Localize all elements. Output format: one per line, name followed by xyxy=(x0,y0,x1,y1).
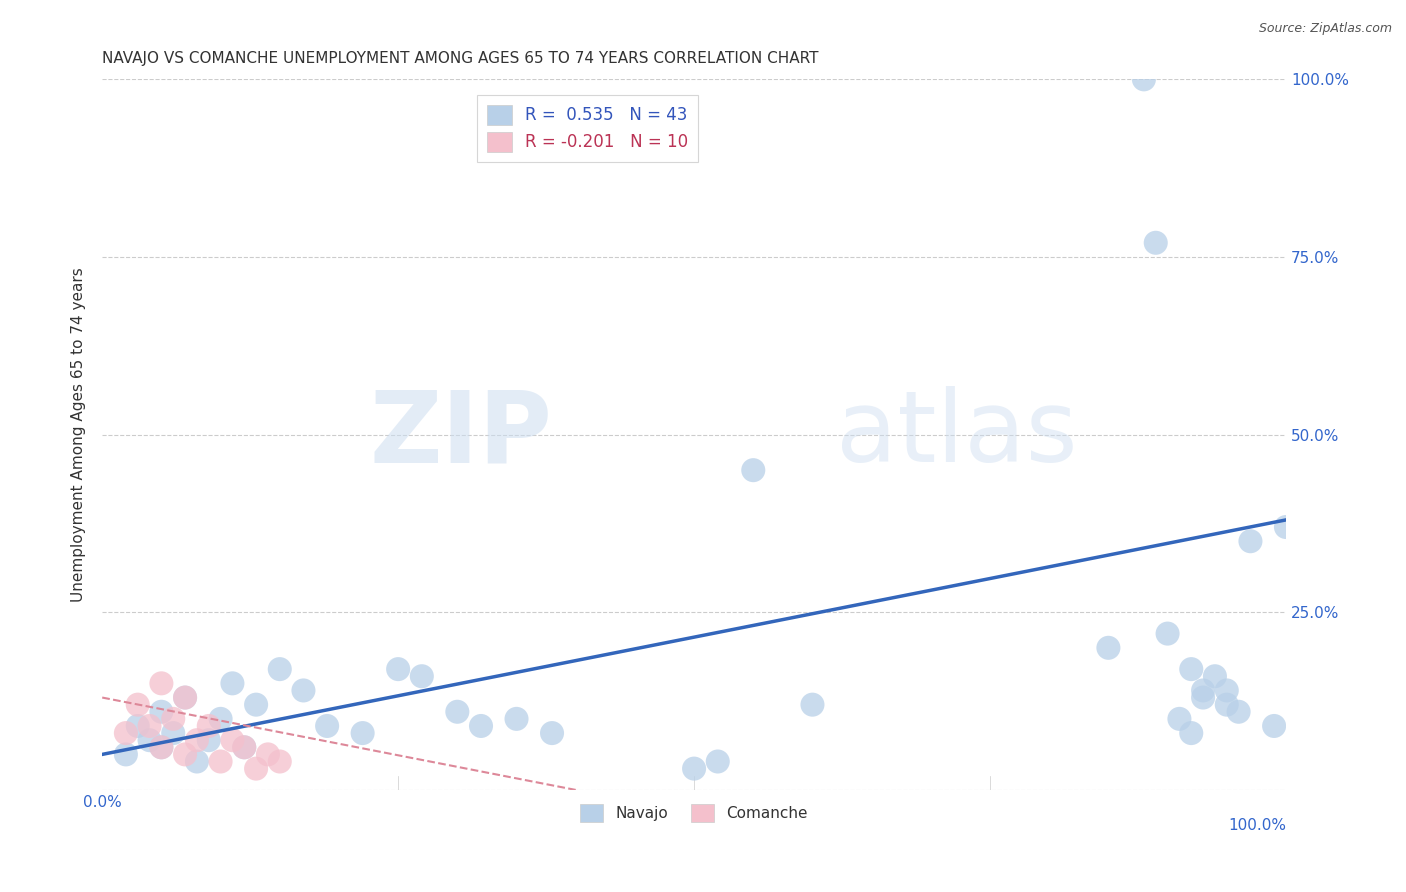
Point xyxy=(150,740,173,755)
Point xyxy=(138,733,160,747)
Point xyxy=(706,755,728,769)
Point xyxy=(446,705,468,719)
Text: NAVAJO VS COMANCHE UNEMPLOYMENT AMONG AGES 65 TO 74 YEARS CORRELATION CHART: NAVAJO VS COMANCHE UNEMPLOYMENT AMONG AG… xyxy=(103,51,818,66)
Legend: Navajo, Comanche: Navajo, Comanche xyxy=(574,797,814,829)
Point xyxy=(174,747,197,762)
Point xyxy=(269,662,291,676)
Point xyxy=(742,463,765,477)
Point xyxy=(233,740,256,755)
Point xyxy=(683,762,706,776)
Point xyxy=(1133,72,1156,87)
Point xyxy=(115,726,138,740)
Point xyxy=(1168,712,1191,726)
Point xyxy=(186,733,208,747)
Point xyxy=(1192,683,1215,698)
Point xyxy=(186,755,208,769)
Point xyxy=(221,733,243,747)
Point xyxy=(1216,698,1239,712)
Y-axis label: Unemployment Among Ages 65 to 74 years: Unemployment Among Ages 65 to 74 years xyxy=(72,268,86,602)
Point xyxy=(1180,726,1202,740)
Point xyxy=(138,719,160,733)
Point xyxy=(127,698,149,712)
Point xyxy=(162,712,184,726)
Text: Source: ZipAtlas.com: Source: ZipAtlas.com xyxy=(1258,22,1392,36)
Point xyxy=(292,683,315,698)
Point xyxy=(209,755,232,769)
Point xyxy=(316,719,339,733)
Point xyxy=(1180,662,1202,676)
Point xyxy=(174,690,197,705)
Point xyxy=(221,676,243,690)
Point xyxy=(1263,719,1285,733)
Point xyxy=(233,740,256,755)
Point xyxy=(1144,235,1167,250)
Point xyxy=(505,712,527,726)
Point xyxy=(209,712,232,726)
Point xyxy=(801,698,824,712)
Point xyxy=(1239,534,1261,549)
Point xyxy=(245,698,267,712)
Point xyxy=(541,726,564,740)
Point xyxy=(197,733,219,747)
Point xyxy=(1192,690,1215,705)
Text: ZIP: ZIP xyxy=(370,386,553,483)
Text: atlas: atlas xyxy=(837,386,1078,483)
Point xyxy=(127,719,149,733)
Point xyxy=(470,719,492,733)
Point xyxy=(245,762,267,776)
Point xyxy=(387,662,409,676)
Point xyxy=(197,719,219,733)
Text: 100.0%: 100.0% xyxy=(1227,818,1286,833)
Point xyxy=(150,705,173,719)
Point xyxy=(1204,669,1226,683)
Point xyxy=(352,726,374,740)
Point xyxy=(162,726,184,740)
Point xyxy=(1097,640,1119,655)
Point xyxy=(115,747,138,762)
Point xyxy=(257,747,280,762)
Point xyxy=(1227,705,1250,719)
Point xyxy=(1275,520,1298,534)
Point xyxy=(411,669,433,683)
Point xyxy=(150,740,173,755)
Point xyxy=(1156,626,1178,640)
Point xyxy=(150,676,173,690)
Point xyxy=(1216,683,1239,698)
Point xyxy=(269,755,291,769)
Point xyxy=(174,690,197,705)
